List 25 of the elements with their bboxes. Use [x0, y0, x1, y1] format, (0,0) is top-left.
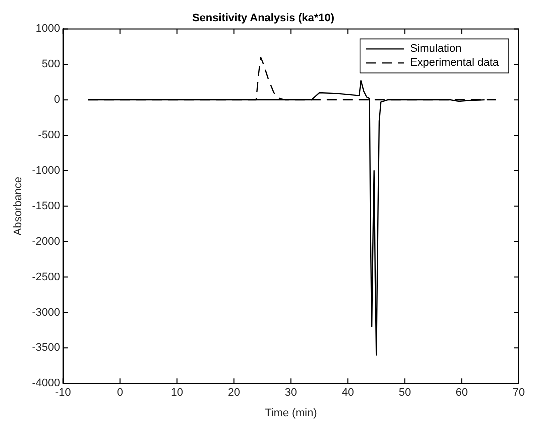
x-axis-title: Time (min) [265, 407, 318, 420]
x-tick-label: 60 [456, 387, 468, 400]
y-tick-label: 0 [54, 94, 60, 106]
x-tick-label: 0 [117, 387, 124, 400]
y-tick-label: 1000 [36, 23, 60, 36]
legend-label: Experimental data [410, 57, 500, 70]
y-tick-label: 500 [42, 58, 60, 71]
x-tick-label: 30 [285, 387, 298, 400]
x-tick-label: 50 [398, 387, 412, 400]
chart-title: Sensitivity Analysis (ka*10) [192, 12, 335, 25]
x-tick-label: 70 [512, 387, 526, 400]
y-tick-label: -3500 [32, 342, 60, 354]
y-tick-label: -500 [38, 130, 60, 142]
y-tick-label: -2000 [32, 236, 60, 248]
x-tick-label: 10 [171, 387, 184, 400]
y-tick-label: -4000 [32, 378, 60, 390]
y-tick-label: -1000 [32, 164, 60, 177]
x-tick-label: -10 [55, 387, 72, 400]
x-tick-label: 40 [342, 387, 354, 400]
legend-label: Simulation [410, 43, 462, 56]
y-axis-title: Absorbance [12, 177, 25, 236]
y-tick-label: -1500 [32, 200, 60, 212]
x-tick-label: 20 [228, 387, 240, 400]
y-tick-label: -3000 [32, 306, 60, 319]
y-tick-label: -2500 [32, 271, 60, 284]
